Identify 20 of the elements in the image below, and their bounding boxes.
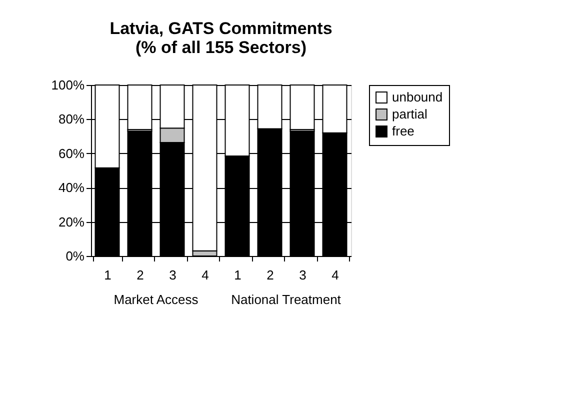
y-tick-label: 40% xyxy=(58,180,85,196)
y-tick-label: 100% xyxy=(51,78,85,92)
legend-label: unbound xyxy=(392,90,443,104)
x-tick-label: 2 xyxy=(136,268,144,282)
x-tick-label: 1 xyxy=(104,268,112,282)
x-tick-label: 2 xyxy=(266,268,274,282)
legend-label: free xyxy=(392,124,414,138)
text: Market Access xyxy=(114,292,199,307)
x-tick-label: 1 xyxy=(234,268,242,282)
x-tick-label: 4 xyxy=(332,268,339,282)
x-tick-label: 3 xyxy=(169,268,176,282)
y-tick-label: 0% xyxy=(66,248,85,264)
chart-title: Latvia, GATS Commitments (% of all 155 Sectors) xyxy=(110,19,332,57)
y-tick-label: 20% xyxy=(58,214,85,230)
x-tick-label: 4 xyxy=(202,268,209,282)
text: National Treatment xyxy=(231,292,342,307)
x-tick-label: 3 xyxy=(299,268,306,282)
y-tick-label: 60% xyxy=(58,146,85,161)
y-tick-label: 80% xyxy=(58,112,85,127)
legend-label: partial xyxy=(392,106,428,122)
